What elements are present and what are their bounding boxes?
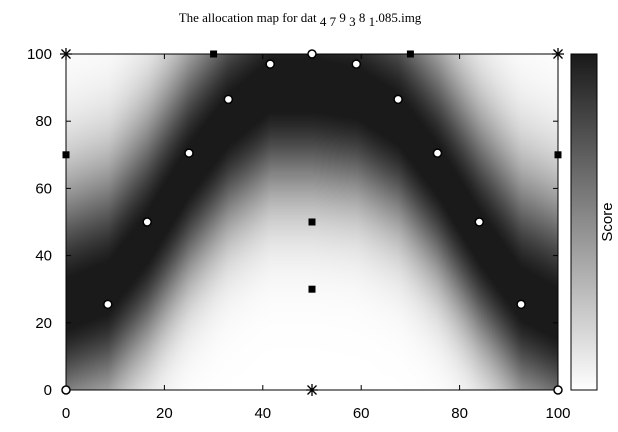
filled-square-marker: [309, 286, 316, 293]
star-marker: [60, 48, 72, 60]
star-marker: [552, 48, 564, 60]
open-circle-marker: [517, 300, 525, 308]
x-tick-label: 20: [156, 405, 173, 422]
colorbar-label: Score: [599, 202, 616, 241]
y-tick-label: 0: [44, 382, 52, 399]
x-tick-label: 0: [62, 405, 70, 422]
star-marker: [306, 384, 318, 396]
y-tick-label: 20: [35, 315, 52, 332]
chart-title-part: 9: [336, 10, 349, 25]
open-circle-marker: [394, 95, 402, 103]
chart-title-part: .085.img: [375, 10, 422, 25]
filled-square-marker: [63, 151, 70, 158]
open-circle-marker: [352, 60, 360, 68]
chart-title: The allocation map for dat 4 7 9 3 8 1.0…: [179, 10, 422, 29]
filled-square-marker: [555, 151, 562, 158]
filled-square-marker: [309, 219, 316, 226]
open-circle-marker: [554, 386, 562, 394]
chart-title-part: 8: [356, 10, 369, 25]
colorbar-gradient: [571, 54, 597, 390]
x-tick-label: 60: [353, 405, 370, 422]
y-tick-label: 100: [27, 46, 52, 63]
open-circle-marker: [266, 60, 274, 68]
y-tick-label: 80: [35, 113, 52, 130]
open-circle-marker: [185, 149, 193, 157]
open-circle-marker: [143, 218, 151, 226]
open-circle-marker: [104, 300, 112, 308]
x-tick-label: 100: [545, 405, 570, 422]
open-circle-marker: [62, 386, 70, 394]
x-tick-label: 40: [254, 405, 271, 422]
filled-square-marker: [210, 51, 217, 58]
open-circle-marker: [475, 218, 483, 226]
chart-title-part: 4 7: [320, 14, 337, 29]
open-circle-marker: [308, 50, 316, 58]
open-circle-marker: [433, 149, 441, 157]
open-circle-marker: [224, 95, 232, 103]
y-tick-label: 60: [35, 180, 52, 197]
filled-square-marker: [407, 51, 414, 58]
chart-title-prefix: The allocation map for dat: [179, 10, 320, 25]
x-tick-label: 80: [451, 405, 468, 422]
y-tick-label: 40: [35, 248, 52, 265]
